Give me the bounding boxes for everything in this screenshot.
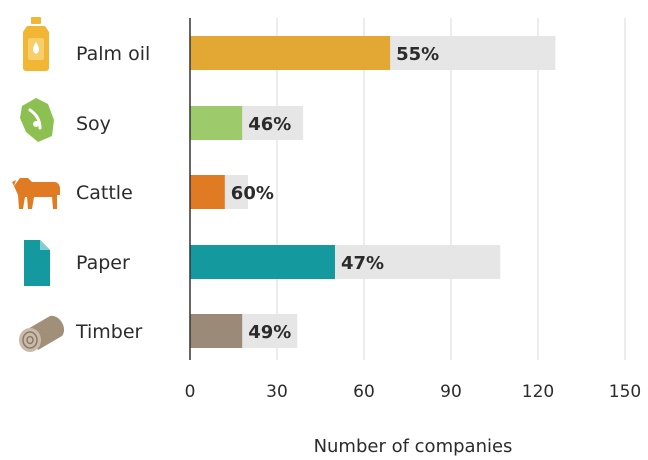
- category-label-paper: Paper: [76, 252, 130, 274]
- bar-highlight-soy: [190, 106, 243, 140]
- bar-highlight-cattle: [190, 175, 225, 209]
- oil-bottle-icon: [23, 17, 49, 71]
- x-tick-label-60: 60: [353, 382, 375, 402]
- x-tick-label-0: 0: [185, 382, 196, 402]
- x-tick-label-30: 30: [266, 382, 288, 402]
- category-label-palm-oil: Palm oil: [76, 43, 150, 65]
- log-icon: [19, 315, 65, 352]
- soy-leaf-icon: [20, 98, 54, 142]
- bar-highlight-palm-oil: [190, 36, 391, 70]
- data-label-cattle: 60%: [231, 183, 274, 204]
- x-tick-label-120: 120: [522, 382, 554, 402]
- x-tick-labels: 0 30 60 90 120 150: [185, 382, 642, 402]
- bars: 55% 46% 60% 47% 49%: [190, 36, 556, 348]
- bar-highlight-paper: [190, 245, 335, 279]
- bar-highlight-timber: [190, 314, 243, 348]
- category-label-cattle: Cattle: [76, 182, 133, 204]
- data-label-soy: 46%: [248, 114, 291, 135]
- category-label-soy: Soy: [76, 113, 111, 135]
- paper-sheet-icon: [24, 240, 50, 286]
- data-label-timber: 49%: [248, 322, 291, 343]
- category-icons: [12, 17, 65, 352]
- cow-icon: [12, 178, 60, 209]
- data-label-palm-oil: 55%: [396, 44, 439, 65]
- x-axis-title: Number of companies: [314, 436, 513, 457]
- grid-lines: [276, 18, 626, 360]
- x-tick-label-150: 150: [609, 382, 641, 402]
- category-labels: Palm oil Soy Cattle Paper Timber: [75, 43, 150, 343]
- category-label-timber: Timber: [75, 321, 143, 343]
- data-label-paper: 47%: [341, 253, 384, 274]
- x-tick-label-90: 90: [440, 382, 462, 402]
